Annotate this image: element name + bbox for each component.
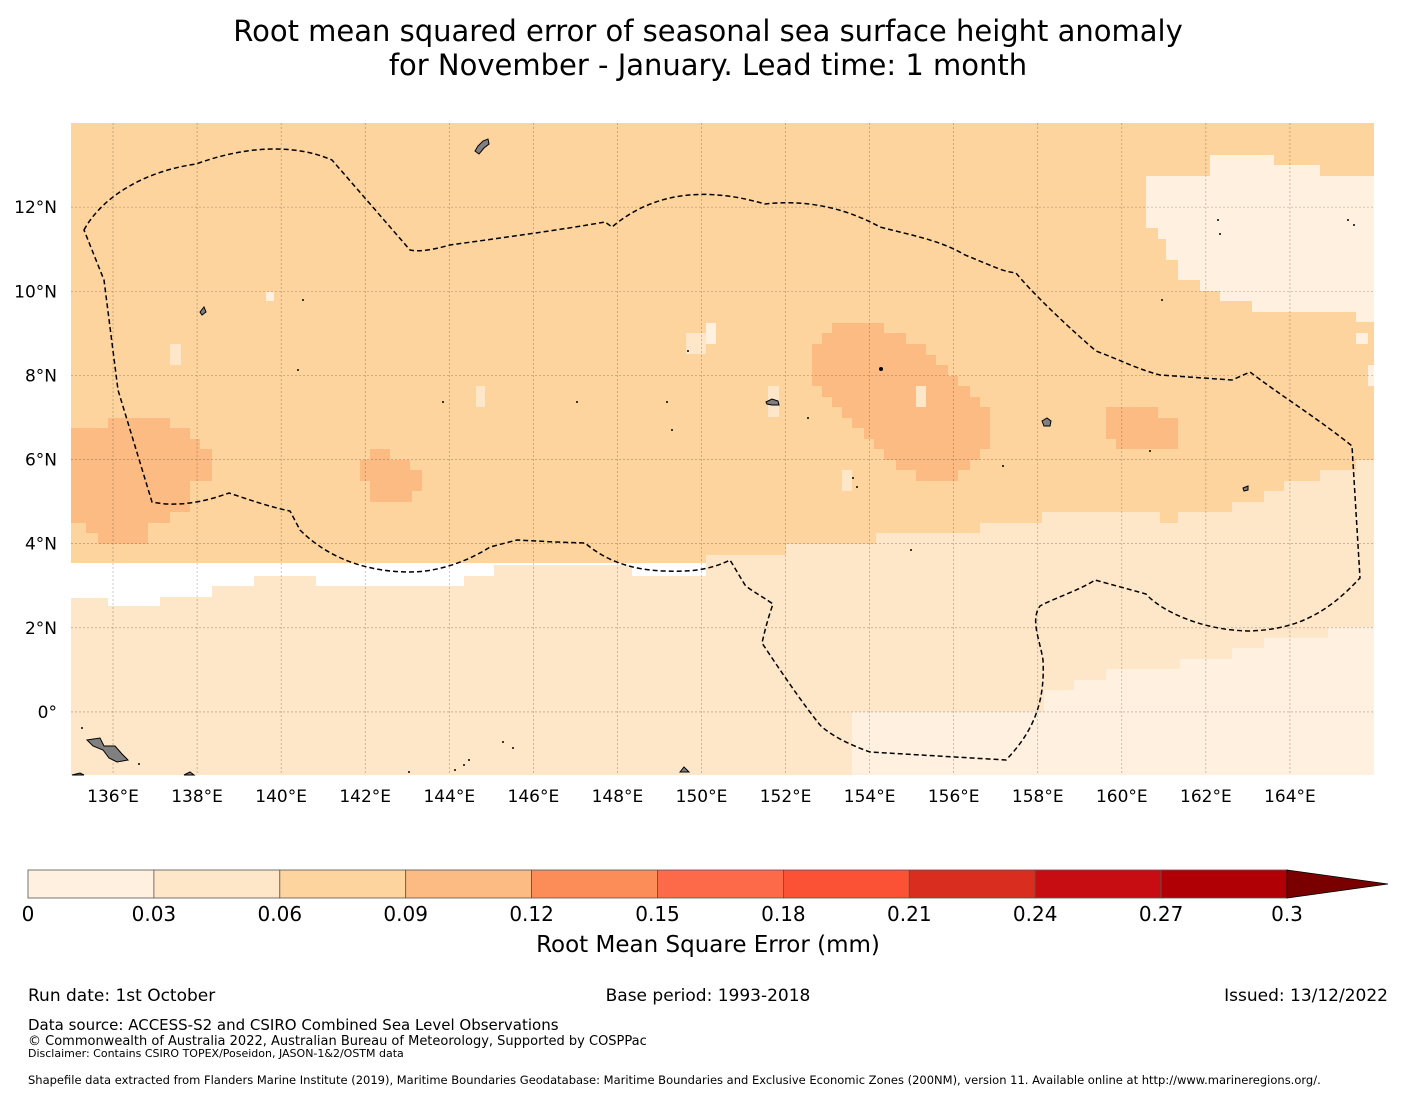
latitude-labels: 12°N 10°N 8°N 6°N 4°N 2°N 0° <box>14 198 57 723</box>
colorbar-tick-label: 0.06 <box>257 902 303 926</box>
island-misc <box>183 771 196 776</box>
light-speck <box>686 333 706 354</box>
colorbar-label: Root Mean Square Error (mm) <box>536 932 880 958</box>
latitude-tick-label: 4°N <box>25 535 57 555</box>
longitude-tick-label: 142°E <box>339 787 391 807</box>
latitude-tick-label: 6°N <box>25 451 57 471</box>
colorbar <box>27 869 1389 899</box>
longitude-tick-label: 140°E <box>255 787 307 807</box>
longitude-tick-label: 150°E <box>676 787 728 807</box>
light-speck <box>842 470 852 491</box>
longitude-tick-label: 158°E <box>1012 787 1064 807</box>
title-line-2: for November - January. Lead time: 1 mon… <box>388 48 1028 82</box>
colorbar-box <box>1034 869 1162 899</box>
light-speck <box>1210 218 1222 239</box>
light-speck <box>1368 365 1374 386</box>
longitude-tick-label: 164°E <box>1264 787 1316 807</box>
colorbar-tick-label: 0.24 <box>1012 902 1058 926</box>
colorbar-tick-label: 0.27 <box>1138 902 1184 926</box>
colorbar-box <box>783 869 910 899</box>
land-masses <box>71 138 1355 776</box>
colorbar-box <box>908 869 1036 899</box>
island-pohnpei <box>1041 417 1052 427</box>
colorbar-tick-label: 0 <box>21 902 35 926</box>
colorbar-box <box>279 869 407 899</box>
light-speck <box>170 344 181 365</box>
colorbar-tick-label: 0.09 <box>383 902 428 926</box>
band-09-12-west <box>71 418 212 544</box>
light-speck <box>476 386 485 407</box>
light-speck <box>1356 333 1368 344</box>
island-yap <box>199 306 207 316</box>
longitude-tick-label: 154°E <box>844 787 896 807</box>
light-speck <box>916 386 926 407</box>
atoll-dots <box>81 219 1355 773</box>
colorbar-box <box>1160 869 1288 899</box>
issued-date: Issued: 13/12/2022 <box>1224 986 1388 1006</box>
colorbar-extend-arrow <box>1286 869 1389 899</box>
longitude-tick-label: 144°E <box>423 787 475 807</box>
map-figure: 136°E 138°E 140°E 142°E 144°E 146°E 148°E 150°E… <box>14 123 1374 807</box>
colorbar-tick-label: 0.18 <box>761 902 806 926</box>
disclaimer: Disclaimer: Contains CSIRO TOPEX/Poseido… <box>28 1047 404 1060</box>
gridlines <box>71 123 1374 775</box>
copyright: © Commonwealth of Australia 2022, Austra… <box>28 1034 647 1049</box>
colorbar-tick-label: 0.3 <box>1271 902 1303 926</box>
latitude-tick-label: 12°N <box>14 198 57 218</box>
data-source: Data source: ACCESS-S2 and CSIRO Combine… <box>28 1016 559 1034</box>
longitude-tick-label: 148°E <box>592 787 644 807</box>
run-date: Run date: 1st October <box>28 986 216 1006</box>
island-misc <box>71 772 85 776</box>
colorbar-box <box>27 869 155 899</box>
eez-boundary <box>83 148 1361 761</box>
map-title: Root mean squared error of seasonal sea … <box>0 14 1416 82</box>
island-new-guinea-1 <box>85 737 130 763</box>
shapefile-credit: Shapefile data extracted from Flanders M… <box>28 1073 1321 1087</box>
longitude-tick-label: 156°E <box>928 787 980 807</box>
colorbar-box <box>531 869 658 899</box>
island-new-guinea-2 <box>678 766 691 773</box>
band-09-12-east <box>812 323 990 481</box>
latitude-tick-label: 0° <box>38 703 57 723</box>
band-09-12-central <box>360 449 422 502</box>
colorbar-tick-label: 0.12 <box>509 902 554 926</box>
colorbar-box <box>153 869 281 899</box>
band-0-03-northeast <box>1146 155 1374 322</box>
light-speck <box>1336 218 1356 228</box>
longitude-tick-label: 136°E <box>87 787 139 807</box>
colorbar-box <box>405 869 533 899</box>
colorbar-tick-label: 0.15 <box>635 902 680 926</box>
longitude-tick-label: 146°E <box>508 787 560 807</box>
island-guam <box>474 138 490 155</box>
title-line-1: Root mean squared error of seasonal sea … <box>233 14 1183 48</box>
band-09-12-far-east <box>1106 407 1178 449</box>
latitude-tick-label: 2°N <box>25 619 57 639</box>
light-speck <box>266 292 274 301</box>
longitude-tick-label: 138°E <box>171 787 223 807</box>
longitude-tick-label: 162°E <box>1180 787 1232 807</box>
longitude-tick-label: 160°E <box>1096 787 1148 807</box>
colorbar-tick-label: 0.03 <box>131 902 177 926</box>
latitude-tick-label: 8°N <box>25 366 57 386</box>
colorbar-boxes <box>27 869 1288 899</box>
latitude-tick-label: 10°N <box>14 282 57 302</box>
colorbar-tick-label: 0.21 <box>887 902 932 926</box>
colorbar-box <box>657 869 784 899</box>
island-kosrae <box>1242 485 1249 492</box>
base-period: Base period: 1993-2018 <box>605 986 811 1006</box>
rmse-field <box>71 123 1374 775</box>
island-chuuk <box>765 398 780 406</box>
longitude-labels: 136°E 138°E 140°E 142°E 144°E 146°E 148°E 150°E… <box>87 787 1316 807</box>
longitude-tick-label: 152°E <box>760 787 812 807</box>
band-0-03-southeast <box>852 627 1374 775</box>
light-speck <box>706 323 716 344</box>
